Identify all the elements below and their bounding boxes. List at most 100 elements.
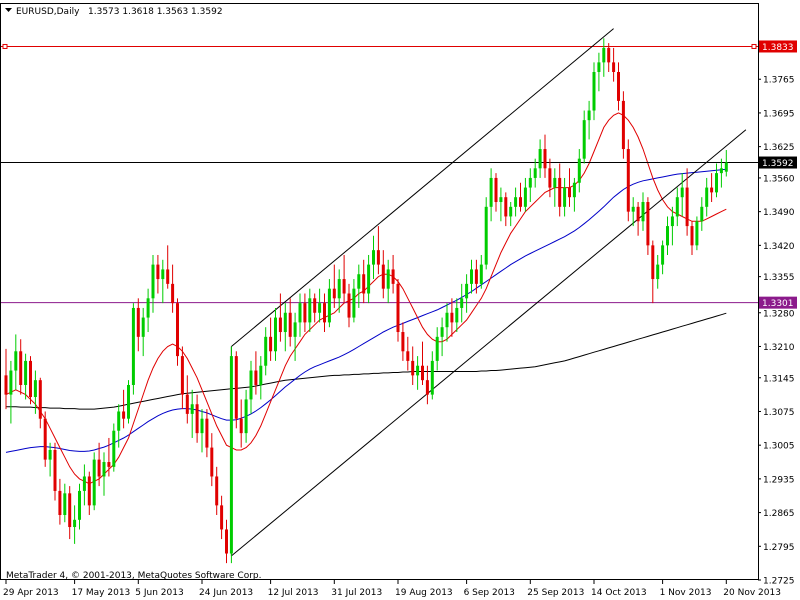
candle-body (548, 168, 552, 188)
candle-body (675, 197, 679, 217)
candle-body (249, 370, 253, 400)
candle (514, 187, 518, 217)
price-tag-bg (759, 156, 797, 169)
candle (259, 356, 263, 400)
candle-body (156, 264, 160, 280)
x-tick-label: 31 Jul 2013 (331, 588, 382, 598)
candle (278, 293, 282, 342)
candle (656, 254, 660, 289)
price-tag-bg (759, 40, 797, 53)
candle (445, 303, 449, 342)
candle-body (33, 380, 37, 398)
candle (661, 240, 665, 275)
x-tick-label: 29 Apr 2013 (3, 588, 59, 598)
candle-body (474, 269, 478, 284)
y-tick-label: 1.3075 (763, 408, 795, 418)
candle-body (195, 404, 199, 434)
candle-body (220, 505, 224, 530)
price-tag-label: 1.3592 (762, 159, 794, 169)
candle (724, 150, 728, 177)
candle-body (229, 356, 233, 554)
candle (612, 47, 616, 82)
candle (460, 283, 464, 323)
candle (641, 192, 645, 231)
candle-body (283, 312, 287, 333)
x-tick-label: 20 Nov 2013 (723, 588, 781, 598)
candle-body (465, 283, 469, 299)
candle (479, 254, 483, 289)
candle-body (391, 269, 395, 284)
candle-body (381, 264, 385, 289)
candle (156, 254, 160, 294)
candle (372, 235, 375, 280)
candle-body (4, 375, 8, 395)
candle-body (440, 327, 444, 337)
candle (685, 168, 689, 236)
candle (558, 163, 562, 217)
candle (303, 293, 307, 333)
candle (602, 38, 606, 77)
candle (705, 177, 709, 217)
candle-body (146, 298, 150, 318)
candle-body (82, 476, 86, 491)
copyright-footer: MetaTrader 4, © 2001-2013, MetaQuotes So… (6, 571, 262, 581)
candle (342, 254, 346, 304)
candle (499, 187, 503, 222)
candle (318, 288, 322, 323)
candle (381, 250, 385, 299)
channel-line-lower (231, 129, 747, 557)
candle (617, 62, 620, 111)
candle (631, 197, 635, 227)
y-tick-label: 1.3625 (763, 143, 795, 153)
candle (367, 254, 371, 304)
candle (58, 478, 62, 525)
candle (484, 197, 488, 270)
candle-body (215, 476, 219, 506)
candle (151, 254, 155, 313)
candle (563, 177, 567, 217)
candle-body (332, 288, 336, 299)
candle (29, 356, 32, 405)
candle-body (568, 187, 571, 198)
level-handle-right (751, 43, 757, 49)
candle-body (29, 360, 32, 398)
candle-body (112, 430, 116, 467)
price-tag-label: 1.3833 (762, 43, 794, 53)
candle (587, 100, 591, 140)
candle (465, 274, 469, 313)
candle-body (597, 62, 601, 73)
candle-body (494, 177, 498, 203)
candle (117, 404, 121, 448)
candle-body (376, 250, 380, 265)
candle (210, 433, 214, 487)
candle (141, 307, 145, 357)
candle-body (278, 317, 282, 333)
candle (185, 375, 189, 424)
candle-body (308, 298, 312, 323)
candle (509, 202, 513, 227)
candle-body (171, 283, 175, 304)
candle (391, 254, 395, 294)
x-tick-label: 14 Oct 2013 (591, 588, 647, 598)
triangle-down-icon[interactable] (5, 8, 12, 12)
candle (308, 288, 312, 333)
candle-body (318, 303, 322, 313)
candle-body (274, 317, 277, 352)
candle (695, 216, 699, 251)
candle-body (563, 187, 567, 207)
candle-body (661, 245, 665, 265)
candle (470, 259, 473, 294)
candle (401, 322, 405, 361)
candle (376, 226, 380, 275)
candle-body (298, 303, 302, 323)
candle (38, 377, 42, 429)
candle-body (185, 394, 189, 414)
candle-body (553, 177, 557, 188)
candle-body (543, 149, 547, 169)
candle (274, 307, 277, 361)
y-tick-label: 1.2935 (763, 475, 795, 485)
candle (73, 505, 77, 544)
candle-body (342, 279, 346, 294)
